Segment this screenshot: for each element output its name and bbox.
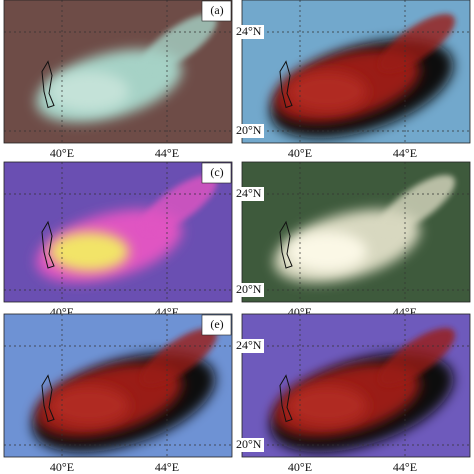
y-tick-label: 20°N xyxy=(236,437,262,451)
y-tick-label: 20°N xyxy=(236,282,262,296)
satellite-panel xyxy=(242,314,470,457)
coastline xyxy=(279,220,293,269)
y-tick-box xyxy=(234,438,264,452)
y-tick-box xyxy=(234,339,264,353)
x-tick-label: 40°E xyxy=(288,460,312,474)
plume-tail xyxy=(379,327,455,386)
coastline xyxy=(279,374,293,423)
panel-border xyxy=(241,0,471,144)
coastline xyxy=(41,220,55,269)
x-tick-label: 44°E xyxy=(393,146,417,160)
y-tick-box xyxy=(234,187,264,201)
panel-border xyxy=(3,0,233,144)
coastline xyxy=(41,374,55,423)
panel-border xyxy=(241,161,471,303)
y-tick-label: 24°N xyxy=(236,24,262,38)
plume-tail xyxy=(141,327,217,386)
satellite-panel xyxy=(4,0,232,143)
panel-label-box xyxy=(201,0,232,22)
satellite-panel xyxy=(4,162,232,302)
panel-border xyxy=(3,161,233,303)
coastline xyxy=(279,60,293,109)
plume-core xyxy=(49,71,129,112)
x-tick-label: 40°E xyxy=(50,460,74,474)
y-tick-box xyxy=(234,124,264,138)
plume-tail xyxy=(141,175,217,233)
plume-tail xyxy=(379,13,455,72)
x-tick-label: 44°E xyxy=(155,146,179,160)
x-tick-label: 44°E xyxy=(155,460,179,474)
x-tick-label: 40°E xyxy=(288,146,312,160)
satellite-panel xyxy=(4,314,232,457)
y-tick-label: 20°N xyxy=(236,123,262,137)
panel-label: (e) xyxy=(210,317,223,331)
satellite-panel xyxy=(242,0,470,143)
plume-core xyxy=(49,231,129,272)
plume-core xyxy=(49,385,129,426)
y-tick-label: 24°N xyxy=(236,186,262,200)
plume-core xyxy=(287,385,367,426)
plume-core xyxy=(287,71,367,112)
panel-label-box xyxy=(201,314,232,336)
x-tick-label: 40°E xyxy=(50,146,74,160)
coastline xyxy=(41,60,55,109)
x-tick-label: 44°E xyxy=(393,460,417,474)
y-tick-box xyxy=(234,283,264,297)
panel-border xyxy=(3,313,233,458)
panel-border xyxy=(241,313,471,458)
y-tick-label: 24°N xyxy=(236,338,262,352)
satellite-panel xyxy=(242,162,470,302)
plume-core xyxy=(287,231,367,272)
panel-label: (a) xyxy=(210,3,223,17)
y-tick-box xyxy=(234,25,264,39)
panel-label: (c) xyxy=(210,165,223,179)
plume-tail xyxy=(141,13,217,72)
panel-label-box xyxy=(201,162,232,184)
plume-tail xyxy=(379,175,455,233)
